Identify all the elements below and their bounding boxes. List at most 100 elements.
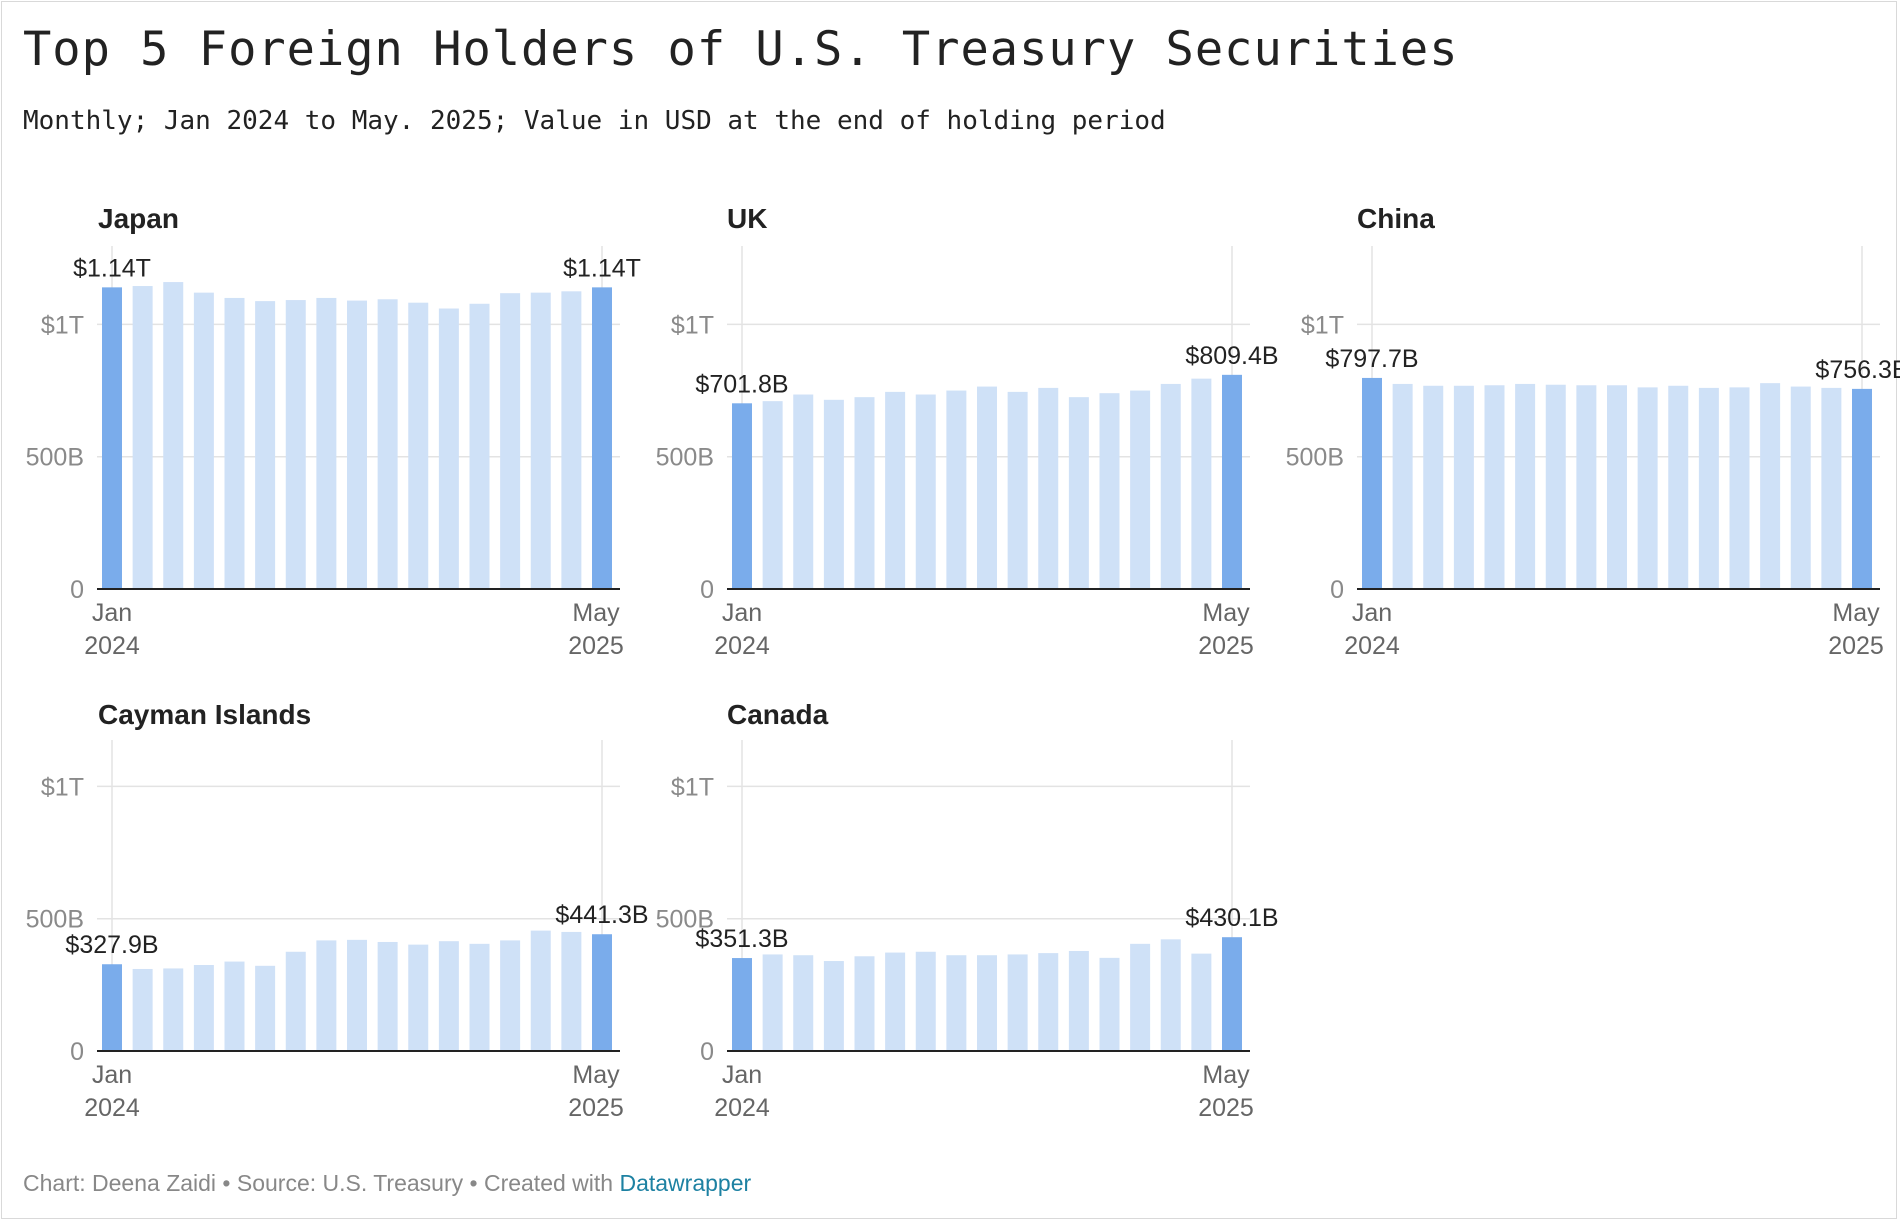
bar (1130, 943, 1151, 1051)
chart-subtitle: Monthly; Jan 2024 to May. 2025; Value in… (23, 106, 1166, 136)
data-label: $441.3B (555, 901, 648, 929)
bar (1392, 383, 1413, 589)
y-tick-label: 500B (656, 444, 714, 472)
bar (762, 401, 783, 589)
bar (408, 302, 429, 589)
y-tick-label: 500B (656, 906, 714, 934)
bar (1668, 385, 1689, 589)
bar (530, 930, 551, 1051)
data-label: $701.8B (695, 370, 788, 398)
data-label: $351.3B (695, 925, 788, 953)
bar (1068, 950, 1089, 1051)
x-tick-label: 2025 (1198, 1094, 1254, 1122)
y-tick-label: 0 (1330, 576, 1344, 604)
bar (1453, 385, 1474, 589)
bar (193, 965, 214, 1051)
panel-title: Japan (98, 203, 179, 234)
x-tick-label: 2025 (568, 1094, 624, 1122)
bar (1790, 386, 1811, 589)
data-label: $797.7B (1325, 345, 1418, 373)
bar (1191, 378, 1212, 589)
bar (102, 287, 122, 589)
panel-china: China 0 500B $1T $797.7B $756.3B Jan 2024 May 202… (1286, 203, 1900, 660)
bar (1760, 383, 1781, 589)
bar (1191, 953, 1212, 1051)
bar (377, 941, 398, 1051)
bar (285, 951, 306, 1051)
panel-title: Canada (727, 699, 829, 730)
bar (1007, 391, 1028, 589)
data-label: $1.14T (73, 254, 151, 282)
bar (1222, 374, 1242, 589)
x-tick-label: Jan (92, 599, 132, 627)
bar (193, 292, 214, 589)
y-tick-label: $1T (1301, 311, 1344, 339)
chart-footer: Chart: Deena Zaidi • Source: U.S. Treasu… (23, 1170, 751, 1197)
bar (347, 300, 367, 589)
x-tick-label: May (1202, 1061, 1250, 1089)
x-tick-label: May (572, 599, 620, 627)
panel-title: UK (727, 203, 767, 234)
bar (793, 955, 814, 1051)
bar (408, 944, 429, 1051)
bar (561, 291, 582, 589)
bar (1637, 387, 1658, 589)
panel-japan: Japan 0 500B $1T $1.14T $1.14T Jan 2024 May 2025 (26, 203, 641, 660)
bar (224, 297, 245, 589)
y-tick-label: $1T (41, 311, 84, 339)
bar (561, 931, 582, 1051)
bar (1821, 387, 1842, 589)
bar (1607, 385, 1627, 589)
y-tick-label: 500B (26, 444, 84, 472)
bar (854, 397, 875, 589)
x-tick-label: 2025 (1198, 632, 1254, 660)
panel-cayman-islands: Cayman Islands 0 500B $1T $327.9B $441.3B Jan 2… (26, 699, 649, 1122)
bar (224, 961, 245, 1051)
x-tick-label: 2024 (714, 1094, 770, 1122)
footer-credit: Chart: Deena Zaidi • Source: U.S. Treasu… (23, 1170, 620, 1196)
bar (885, 391, 906, 589)
bar (823, 961, 844, 1051)
bar (854, 956, 875, 1051)
bar (592, 934, 612, 1051)
panel-canada: Canada 0 500B $1T $351.3B $430.1B Jan 2024 May 20… (656, 699, 1279, 1122)
x-tick-label: 2025 (568, 632, 624, 660)
panel-title: China (1357, 203, 1435, 234)
x-tick-label: May (1832, 599, 1880, 627)
bar (1007, 954, 1028, 1051)
bar (469, 303, 490, 589)
bar (793, 394, 814, 589)
bar (438, 941, 459, 1051)
data-label: $327.9B (65, 931, 158, 959)
bar (1068, 397, 1089, 589)
bar (977, 955, 997, 1051)
bar (946, 390, 967, 589)
x-tick-label: 2025 (1828, 632, 1884, 660)
x-tick-label: Jan (92, 1061, 132, 1089)
bar (163, 282, 184, 589)
panel-uk: UK 0 500B $1T $701.8B $809.4B Jan 2024 May 2025 (656, 203, 1279, 660)
x-tick-label: May (572, 1061, 620, 1089)
bar (1729, 387, 1750, 589)
bar (977, 386, 997, 589)
bar (885, 952, 906, 1051)
y-tick-label: $1T (671, 311, 714, 339)
bar (500, 940, 521, 1051)
datawrapper-link[interactable]: Datawrapper (619, 1170, 752, 1196)
bar (316, 297, 337, 589)
bar (1222, 937, 1242, 1051)
bar (1545, 384, 1566, 589)
bar (1099, 393, 1120, 589)
x-tick-label: Jan (1352, 599, 1392, 627)
bar (732, 403, 752, 589)
bar (1038, 387, 1059, 589)
x-tick-label: Jan (722, 599, 762, 627)
bar (1362, 377, 1382, 589)
bar (732, 958, 752, 1051)
bar (316, 940, 337, 1051)
bar (915, 951, 936, 1051)
data-label: $756.3B (1815, 356, 1900, 384)
x-tick-label: 2024 (84, 632, 140, 660)
